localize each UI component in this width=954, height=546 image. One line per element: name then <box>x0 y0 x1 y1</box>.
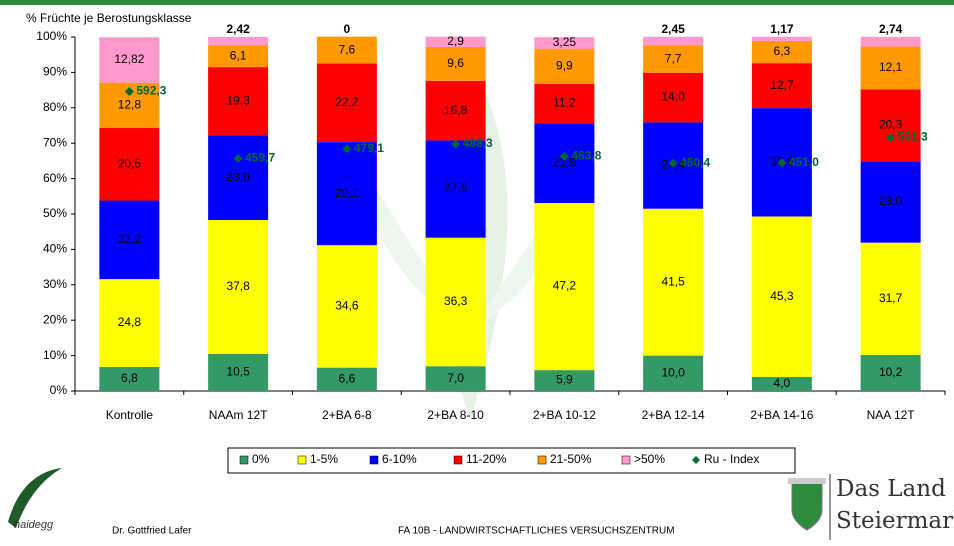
logo-text: haidegg <box>14 519 54 531</box>
data-label: 6,8 <box>121 371 138 385</box>
data-label: 2,42 <box>226 22 250 36</box>
institution: FA 10B - LANDWIRTSCHAFTLICHES VERSUCHSZE… <box>398 526 675 537</box>
data-label: 2,9 <box>447 34 464 48</box>
data-label: 6,1 <box>230 48 247 62</box>
data-label: 47,2 <box>553 279 577 293</box>
data-label: 45,3 <box>770 289 794 303</box>
x-tick-label: 2+BA 12-14 <box>642 408 705 422</box>
axis-title: % Früchte je Berostungsklasse <box>26 11 192 25</box>
legend-marker <box>370 456 378 464</box>
legend-marker <box>538 456 546 464</box>
y-tick-label: 70% <box>43 135 67 149</box>
data-label: 23,9 <box>226 170 250 184</box>
x-tick-label: Kontrolle <box>106 408 154 422</box>
data-label: 12,1 <box>879 60 903 74</box>
data-label: 12,7 <box>770 78 794 92</box>
legend-marker <box>240 456 248 464</box>
bar-segment <box>752 37 812 41</box>
data-label: 29,1 <box>335 186 359 200</box>
data-label: 9,6 <box>447 56 464 70</box>
data-label: 7,7 <box>665 51 682 65</box>
state-name: Steiermark <box>836 508 954 534</box>
data-label: 37,8 <box>226 279 250 293</box>
y-tick-label: 90% <box>43 65 67 79</box>
y-tick-label: 40% <box>43 242 67 256</box>
ru-label: 463,8 <box>571 149 601 163</box>
data-label: 23,0 <box>879 194 903 208</box>
data-label: 7,0 <box>447 371 464 385</box>
y-tick-label: 30% <box>43 277 67 291</box>
ru-label: 459,7 <box>245 151 275 165</box>
y-tick-label: 60% <box>43 171 67 185</box>
data-label: 9,9 <box>556 58 573 72</box>
ru-label: 488,3 <box>463 136 493 150</box>
legend-label: >50% <box>634 452 665 466</box>
x-tick-label: NAA 12T <box>867 408 916 422</box>
crest-crown <box>788 478 826 484</box>
data-label: 41,5 <box>661 274 685 288</box>
data-label: 36,3 <box>444 294 468 308</box>
ru-label: 451,0 <box>789 155 819 169</box>
legend-label: 0% <box>252 452 270 466</box>
data-label: 10,0 <box>661 365 685 379</box>
x-tick-label: 2+BA 6-8 <box>322 408 372 422</box>
state-name: Das Land <box>836 476 946 502</box>
data-label: 2,45 <box>661 22 685 36</box>
data-label: 10,2 <box>879 365 903 379</box>
data-label: 24,8 <box>118 315 142 329</box>
slide: % Früchte je Berostungsklasse 0% 1-5% 6-10… <box>0 0 954 546</box>
author: Dr. Gottfried Lafer <box>112 526 192 537</box>
ru-label: 501,3 <box>898 130 928 144</box>
data-label: 12,82 <box>114 52 144 66</box>
x-tick-label: 2+BA 14-16 <box>750 408 813 422</box>
data-label: 3,25 <box>553 35 577 49</box>
ru-label: 479,1 <box>354 141 384 155</box>
data-label: 6,3 <box>774 44 791 58</box>
y-tick-label: 20% <box>43 312 67 326</box>
data-label: 10,5 <box>226 365 250 379</box>
data-label: 5,9 <box>556 373 573 387</box>
legend-marker <box>622 456 630 464</box>
bar-segment <box>861 37 921 47</box>
y-tick-label: 50% <box>43 206 67 220</box>
y-tick-label: 100% <box>36 29 67 43</box>
legend-label: 21-50% <box>550 452 592 466</box>
data-label: 22,2 <box>118 232 142 246</box>
ru-label: 592,3 <box>136 84 166 98</box>
x-tick-label: NAAm 12T <box>209 408 268 422</box>
data-label: 4,0 <box>774 376 791 390</box>
legend-label: 11-20% <box>466 452 507 466</box>
data-label: 20,5 <box>118 156 142 170</box>
y-tick-label: 10% <box>43 348 67 362</box>
legend-label: 6-10% <box>382 452 417 466</box>
data-label: 6,6 <box>339 371 356 385</box>
y-tick-label: 80% <box>43 100 67 114</box>
legend-marker <box>298 456 306 464</box>
data-label: 31,7 <box>879 291 903 305</box>
data-label: 19,3 <box>226 93 250 107</box>
data-label: 0 <box>344 22 351 36</box>
legend-label: Ru - Index <box>704 452 759 466</box>
legend-label: 1-5% <box>310 452 338 466</box>
x-tick-label: 2+BA 8-10 <box>427 408 484 422</box>
data-label: 27,5 <box>444 181 468 195</box>
ru-label: 450,4 <box>680 155 710 169</box>
x-tick-label: 2+BA 10-12 <box>533 408 596 422</box>
y-tick-label: 0% <box>50 383 68 397</box>
bar-segment <box>643 37 703 46</box>
data-label: 16,8 <box>444 103 468 117</box>
legend-marker <box>454 456 462 464</box>
data-label: 1,17 <box>770 22 794 36</box>
data-label: 14,0 <box>661 90 685 104</box>
data-label: 7,6 <box>339 42 356 56</box>
data-label: 22,2 <box>335 95 359 109</box>
top-border <box>0 0 954 5</box>
bar-segment <box>208 37 268 46</box>
data-label: 11,2 <box>553 96 576 110</box>
data-label: 2,74 <box>879 22 903 36</box>
data-label: 34,6 <box>335 299 359 313</box>
data-label: 12,8 <box>118 97 142 111</box>
